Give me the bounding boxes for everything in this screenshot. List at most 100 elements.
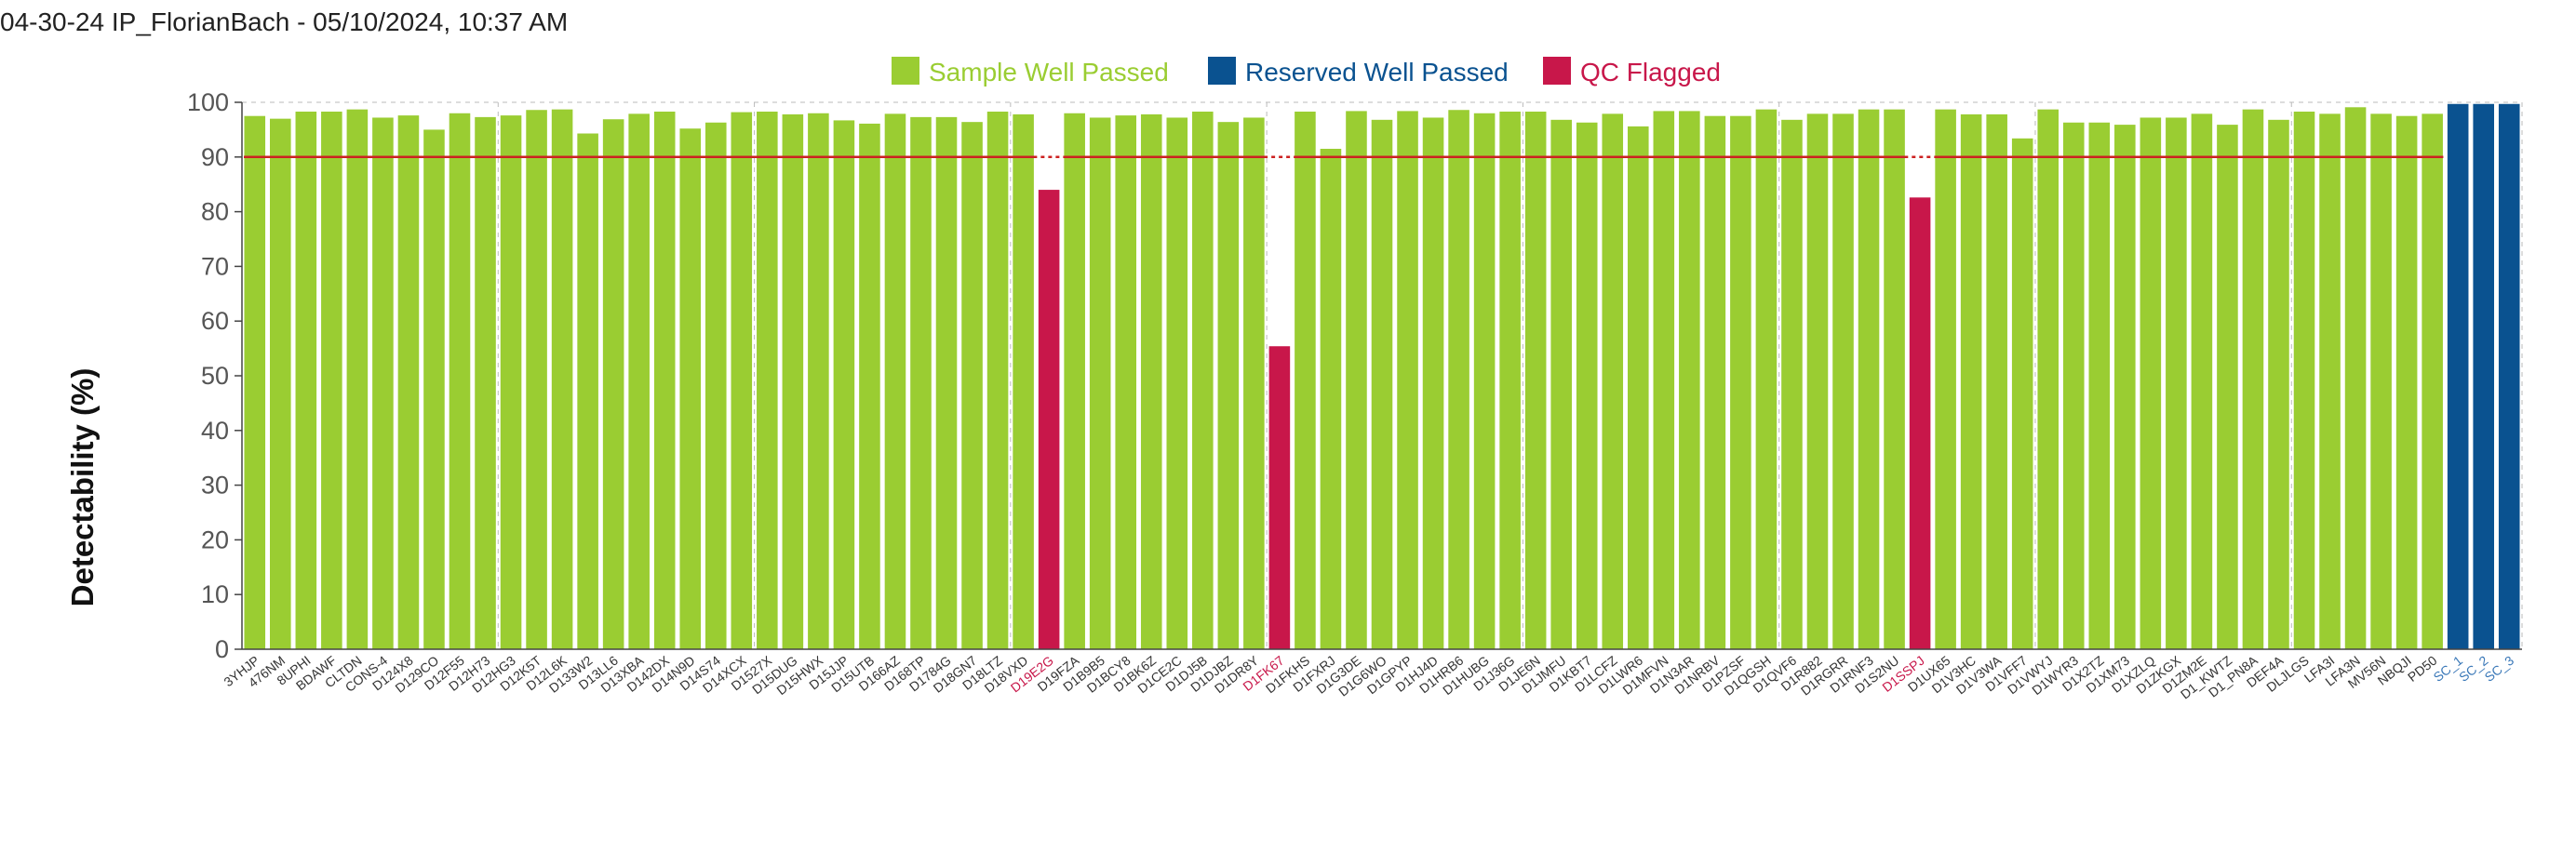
- bar-D1784G[interactable]: [935, 116, 958, 650]
- bar-D1G6WO[interactable]: [1371, 119, 1393, 650]
- bar-D1LWR6[interactable]: [1627, 126, 1649, 649]
- bar-D12H73[interactable]: [475, 116, 496, 650]
- bar-D18VXD[interactable]: [1013, 113, 1034, 650]
- bar-D1SSPJ[interactable]: [1909, 197, 1931, 649]
- bar-D1NRBV[interactable]: [1704, 115, 1726, 649]
- y-tick-label: 0: [215, 635, 229, 663]
- bar-D15UTB[interactable]: [859, 123, 880, 649]
- bar-D1BCY8[interactable]: [1115, 115, 1137, 649]
- bar-D1FK67[interactable]: [1268, 346, 1291, 649]
- bar-D129CO[interactable]: [423, 129, 445, 649]
- bar-D168TP[interactable]: [910, 116, 932, 650]
- bar-D1ZM2E[interactable]: [2191, 113, 2213, 649]
- bar-D1CE2C[interactable]: [1166, 117, 1188, 650]
- bar-D1VFF7[interactable]: [2011, 138, 2033, 650]
- bar-D1FXRJ[interactable]: [1320, 148, 1342, 650]
- bar-CONS-4[interactable]: [372, 117, 394, 650]
- bar-SC_2[interactable]: [2473, 103, 2494, 650]
- y-tick-label: 40: [201, 417, 229, 445]
- bar-D14XCX[interactable]: [731, 112, 753, 650]
- bar-D1VWYJ[interactable]: [2037, 109, 2059, 650]
- bar-LFA3N[interactable]: [2344, 107, 2367, 650]
- bar-D1_KWTZ[interactable]: [2217, 125, 2238, 649]
- bar-D1R882[interactable]: [1806, 113, 1829, 649]
- bar-D12L6K[interactable]: [551, 109, 573, 650]
- bar-D1LCFZ[interactable]: [1602, 113, 1624, 649]
- bar-D1V3WA[interactable]: [1986, 113, 2007, 650]
- bar-D1V3HC[interactable]: [1960, 113, 1982, 650]
- bar-D1GPYP[interactable]: [1397, 111, 1418, 649]
- bar-LFA3I[interactable]: [2319, 113, 2341, 649]
- bar-D15HWX[interactable]: [808, 113, 829, 649]
- bar-D14S74[interactable]: [704, 122, 727, 650]
- bar-D1B9B5[interactable]: [1089, 117, 1111, 650]
- bar-D1HJ4D[interactable]: [1422, 117, 1444, 650]
- bar-D19FZA[interactable]: [1064, 113, 1085, 649]
- bar-D1ZKGX[interactable]: [2166, 117, 2187, 650]
- legend-swatch-passed[interactable]: [892, 57, 919, 85]
- bar-D18LTZ[interactable]: [986, 111, 1009, 650]
- legend-label-reserved[interactable]: Reserved Well Passed: [1245, 58, 1509, 87]
- bar-NBQJI[interactable]: [2395, 115, 2418, 649]
- bar-D1S2NU[interactable]: [1884, 109, 1905, 650]
- y-tick-label: 30: [201, 472, 229, 499]
- bar-D1XM73[interactable]: [2114, 125, 2136, 649]
- bar-D1PZSF[interactable]: [1730, 115, 1751, 649]
- bar-D13XBA[interactable]: [628, 113, 650, 649]
- bar-D1HUBG[interactable]: [1473, 113, 1496, 649]
- bar-D13LL6[interactable]: [602, 119, 624, 649]
- legend-label-passed[interactable]: Sample Well Passed: [929, 58, 1169, 87]
- bar-MV56N[interactable]: [2370, 113, 2392, 649]
- bar-D12HG3[interactable]: [500, 115, 522, 649]
- bar-D1DR8Y[interactable]: [1243, 117, 1265, 650]
- bar-D12F55[interactable]: [449, 113, 471, 649]
- legend-label-flagged[interactable]: QC Flagged: [1580, 58, 1721, 87]
- bar-D15DUG[interactable]: [782, 113, 804, 650]
- bar-D1RGRR[interactable]: [1832, 113, 1854, 649]
- bar-D1JE6N[interactable]: [1524, 111, 1547, 650]
- bar-D1J36G[interactable]: [1499, 111, 1521, 650]
- bar-D142DX[interactable]: [653, 111, 676, 650]
- bar-D14N9D[interactable]: [679, 128, 702, 649]
- bar-D1RNF3[interactable]: [1858, 109, 1880, 650]
- bar-D1WYR3[interactable]: [2062, 122, 2085, 650]
- bar-DLJLGS[interactable]: [2293, 111, 2315, 650]
- legend-swatch-reserved[interactable]: [1208, 57, 1236, 85]
- bar-3YHJP[interactable]: [244, 115, 266, 649]
- legend-swatch-flagged[interactable]: [1543, 57, 1571, 85]
- bar-D1QGSH[interactable]: [1755, 109, 1778, 650]
- bar-D1G3DE[interactable]: [1346, 111, 1367, 649]
- bar-D1BK6Z[interactable]: [1140, 113, 1162, 650]
- bar-D1DJ5B[interactable]: [1192, 111, 1214, 650]
- bar-BDAWF[interactable]: [321, 111, 342, 650]
- bar-DEF4A[interactable]: [2268, 119, 2289, 650]
- y-tick-label: 50: [201, 362, 229, 390]
- bar-D1XZLQ[interactable]: [2140, 117, 2162, 650]
- bar-CLTDN[interactable]: [346, 109, 369, 650]
- bar-PD50[interactable]: [2422, 113, 2443, 649]
- bar-D1X2TZ[interactable]: [2088, 122, 2111, 650]
- bar-D12K5T[interactable]: [526, 110, 547, 650]
- bar-D15JJP[interactable]: [833, 120, 855, 650]
- bar-D166AZ[interactable]: [884, 113, 906, 649]
- bar-D1QVF6[interactable]: [1781, 119, 1803, 650]
- bar-D1KBT7[interactable]: [1576, 122, 1598, 650]
- bar-476NM[interactable]: [270, 118, 291, 649]
- bar-D1_PN8A[interactable]: [2242, 109, 2264, 650]
- bar-D1N3AR[interactable]: [1679, 111, 1700, 649]
- bar-D124X8[interactable]: [397, 115, 420, 649]
- bar-D1UX65[interactable]: [1935, 109, 1956, 650]
- bar-D1HRB6[interactable]: [1448, 110, 1469, 650]
- bar-SC_3[interactable]: [2498, 103, 2520, 650]
- y-tick-label: 100: [187, 88, 229, 116]
- bar-D1DJBZ[interactable]: [1217, 122, 1240, 650]
- bar-D1FKHS[interactable]: [1295, 111, 1316, 650]
- bar-D19E2G[interactable]: [1038, 190, 1060, 649]
- bar-D1MFVN[interactable]: [1653, 111, 1675, 649]
- bar-D1JMFU[interactable]: [1550, 119, 1572, 650]
- bar-D133W2[interactable]: [577, 133, 598, 650]
- bar-8UPHI[interactable]: [295, 111, 317, 650]
- bar-SC_1[interactable]: [2447, 103, 2469, 650]
- bar-D1527X[interactable]: [757, 111, 778, 650]
- bar-D18GN7[interactable]: [961, 122, 983, 650]
